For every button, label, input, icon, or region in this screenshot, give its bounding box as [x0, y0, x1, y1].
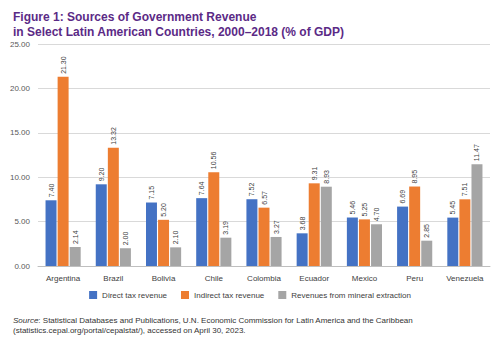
svg-text:(statistics.cepal.org/portal/c: (statistics.cepal.org/portal/cepalstat/)…: [13, 326, 246, 335]
svg-text:3.27: 3.27: [273, 220, 280, 234]
svg-text:25.00: 25.00: [10, 40, 31, 49]
svg-text:0.00: 0.00: [14, 262, 30, 271]
svg-text:3.19: 3.19: [222, 221, 229, 235]
svg-text:Direct tax revenue: Direct tax revenue: [102, 291, 167, 300]
svg-text:7.52: 7.52: [248, 182, 255, 196]
svg-text:5.45: 5.45: [449, 201, 456, 215]
svg-text:Ecuador: Ecuador: [299, 274, 329, 283]
svg-text:5.25: 5.25: [361, 203, 368, 217]
svg-text:2.85: 2.85: [423, 224, 430, 238]
svg-text:Source: Source: [13, 316, 39, 325]
svg-text:5.20: 5.20: [160, 203, 167, 217]
svg-text:4.70: 4.70: [373, 208, 380, 222]
svg-text:6.69: 6.69: [399, 190, 406, 204]
svg-text:Mexico: Mexico: [352, 274, 378, 283]
svg-text:Chile: Chile: [205, 274, 224, 283]
svg-text:: Statistical Databases and Pu: : Statistical Databases and Publications…: [38, 316, 415, 325]
svg-text:10.56: 10.56: [210, 152, 217, 170]
svg-text:8.95: 8.95: [411, 170, 418, 184]
svg-text:8.93: 8.93: [323, 170, 330, 184]
svg-text:Venezuela: Venezuela: [446, 274, 484, 283]
svg-text:15.00: 15.00: [10, 128, 31, 137]
svg-text:5.46: 5.46: [349, 201, 356, 215]
svg-text:Revenues from mineral extracti: Revenues from mineral extraction: [291, 291, 411, 300]
svg-text:2.00: 2.00: [122, 232, 129, 246]
svg-text:2.10: 2.10: [172, 231, 179, 245]
svg-text:10.00: 10.00: [10, 173, 31, 182]
svg-text:Argentina: Argentina: [46, 274, 81, 283]
svg-text:11.47: 11.47: [473, 144, 480, 161]
svg-text:Peru: Peru: [406, 274, 423, 283]
svg-text:20.00: 20.00: [10, 84, 31, 93]
svg-text:7.40: 7.40: [48, 184, 55, 198]
svg-text:7.64: 7.64: [198, 181, 205, 195]
svg-text:9.20: 9.20: [98, 168, 105, 182]
svg-text:9.31: 9.31: [311, 167, 318, 181]
svg-text:Figure 1: Sources of Governmen: Figure 1: Sources of Government Revenue: [13, 10, 257, 24]
svg-text:Colombia: Colombia: [247, 274, 281, 283]
svg-text:6.57: 6.57: [261, 191, 268, 205]
svg-text:Bolivia: Bolivia: [152, 274, 176, 283]
svg-text:13.32: 13.32: [110, 127, 117, 145]
svg-text:21.30: 21.30: [60, 56, 67, 74]
svg-text:Brazil: Brazil: [103, 274, 123, 283]
svg-text:Indirect tax revenue: Indirect tax revenue: [194, 291, 265, 300]
svg-text:7.51: 7.51: [461, 183, 468, 197]
svg-text:7.15: 7.15: [148, 186, 155, 200]
svg-text:3.68: 3.68: [299, 217, 306, 231]
svg-text:5.00: 5.00: [14, 217, 30, 226]
svg-text:in Select Latin American Count: in Select Latin American Countries, 2000…: [13, 25, 344, 39]
svg-text:2.14: 2.14: [72, 230, 79, 244]
